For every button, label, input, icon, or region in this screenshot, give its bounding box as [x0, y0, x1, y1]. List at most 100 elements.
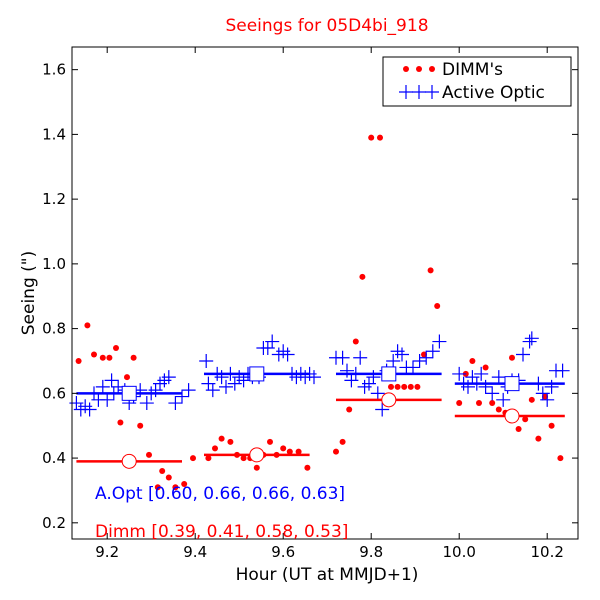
- legend-dimm-dot: [416, 66, 422, 72]
- dimm-point: [421, 351, 427, 358]
- aopt-point: [425, 344, 440, 359]
- aopt-point: [496, 392, 511, 407]
- aopt-point: [474, 366, 489, 381]
- aopt-point: [340, 363, 354, 378]
- dimm-point: [509, 354, 515, 361]
- y-tick-label: 0.4: [42, 449, 66, 467]
- aopt-point: [100, 392, 115, 407]
- dimm-point: [190, 455, 196, 462]
- aopt-point: [419, 350, 434, 365]
- dimm-point: [117, 419, 124, 426]
- y-tick-label: 1.0: [42, 255, 66, 273]
- dimm-mean-marker: [504, 408, 520, 424]
- aopt-point: [491, 370, 506, 385]
- y-axis-label: Seeing ("): [19, 251, 39, 336]
- dimm-point: [476, 400, 482, 407]
- aopt-point: [205, 383, 220, 398]
- dimm-point: [359, 273, 366, 280]
- dimm-point: [172, 484, 179, 491]
- dimm-mean-marker: [381, 392, 397, 408]
- dimm-series: [75, 134, 564, 491]
- dimm-point: [159, 468, 166, 475]
- dimm-point: [427, 267, 434, 274]
- legend-dimm-marker: [403, 66, 435, 72]
- y-tick-label: 1.2: [42, 190, 66, 208]
- dimm-point: [295, 448, 302, 455]
- dimm-point: [165, 474, 172, 481]
- aopt-point: [95, 379, 110, 394]
- aopt-point: [175, 389, 189, 404]
- plot-frame: [71, 46, 579, 540]
- aopt-point: [265, 334, 280, 349]
- legend-aopt-plus: [425, 85, 439, 99]
- dimm-point: [542, 393, 548, 400]
- aopt-point: [219, 379, 233, 394]
- aopt-point: [485, 386, 500, 401]
- x-tick-label: 9.2: [95, 543, 119, 561]
- dimm-point: [434, 302, 441, 309]
- dimm-point: [489, 400, 496, 407]
- dimm-point: [394, 383, 401, 390]
- aopt-point: [524, 331, 539, 346]
- plot-area: [69, 134, 570, 491]
- dimm-point: [388, 383, 394, 390]
- aopt-mean-marker: [249, 366, 265, 382]
- aopt-point: [516, 347, 530, 362]
- dimm-point: [548, 422, 555, 429]
- dimm-point: [339, 438, 346, 445]
- legend-aopt-plus: [412, 85, 426, 99]
- aopt-point: [199, 353, 214, 368]
- dimm-point: [124, 374, 130, 381]
- dimm-point: [469, 357, 476, 364]
- dimm-point: [240, 455, 247, 462]
- legend-box: [382, 56, 572, 107]
- aopt-point: [280, 347, 295, 362]
- legend-aopt-marker: [399, 85, 439, 99]
- aopt-point: [540, 392, 555, 407]
- dimm-point: [414, 383, 421, 390]
- y-tick-label: 1.4: [42, 125, 66, 143]
- dimm-point: [515, 425, 522, 432]
- dimm-means-annotation: Dimm [0.39, 0.41, 0.58, 0.53]: [95, 522, 348, 542]
- aopt-point: [353, 350, 368, 365]
- dimm-point: [482, 364, 489, 371]
- dimm-point: [181, 480, 188, 487]
- dimm-point: [212, 445, 218, 452]
- legend-aopt-plus: [399, 85, 413, 99]
- legend-dimm-label: DIMM's: [442, 60, 503, 80]
- aopt-point: [555, 363, 570, 378]
- dimm-point: [91, 351, 97, 358]
- aopt-point: [307, 370, 321, 385]
- aopt-point: [406, 360, 420, 375]
- y-tick-label: 0.2: [42, 514, 66, 532]
- dimm-point: [130, 354, 137, 361]
- aopt-point: [161, 370, 176, 385]
- dimm-point: [106, 354, 113, 361]
- aopt-point: [82, 402, 97, 417]
- dimm-point: [253, 464, 260, 471]
- dimm-mean-marker: [249, 447, 265, 463]
- dimm-point: [218, 435, 225, 442]
- y-tick-label: 0.8: [42, 320, 66, 338]
- dimm-point: [75, 357, 82, 364]
- aopt-point: [412, 353, 427, 368]
- dimm-point: [407, 383, 414, 390]
- y-tick-label: 0.6: [42, 384, 66, 402]
- dimm-point: [495, 406, 502, 413]
- x-tick-label: 9.4: [183, 543, 207, 561]
- aopt-point: [452, 366, 467, 381]
- aopt-point: [522, 334, 537, 349]
- legend: DIMM's Active Optic: [382, 56, 572, 107]
- aopt-point: [370, 386, 385, 401]
- dimm-point: [456, 400, 463, 407]
- aopt-mean-marker: [381, 366, 397, 382]
- dimm-point: [154, 484, 161, 491]
- aopt-point: [168, 396, 183, 411]
- aopt-point: [181, 383, 196, 398]
- dimm-point: [352, 338, 359, 345]
- dimm-point: [146, 451, 152, 458]
- aopt-point: [104, 373, 119, 388]
- dimm-point: [84, 322, 91, 329]
- aopt-mean-marker: [504, 376, 520, 392]
